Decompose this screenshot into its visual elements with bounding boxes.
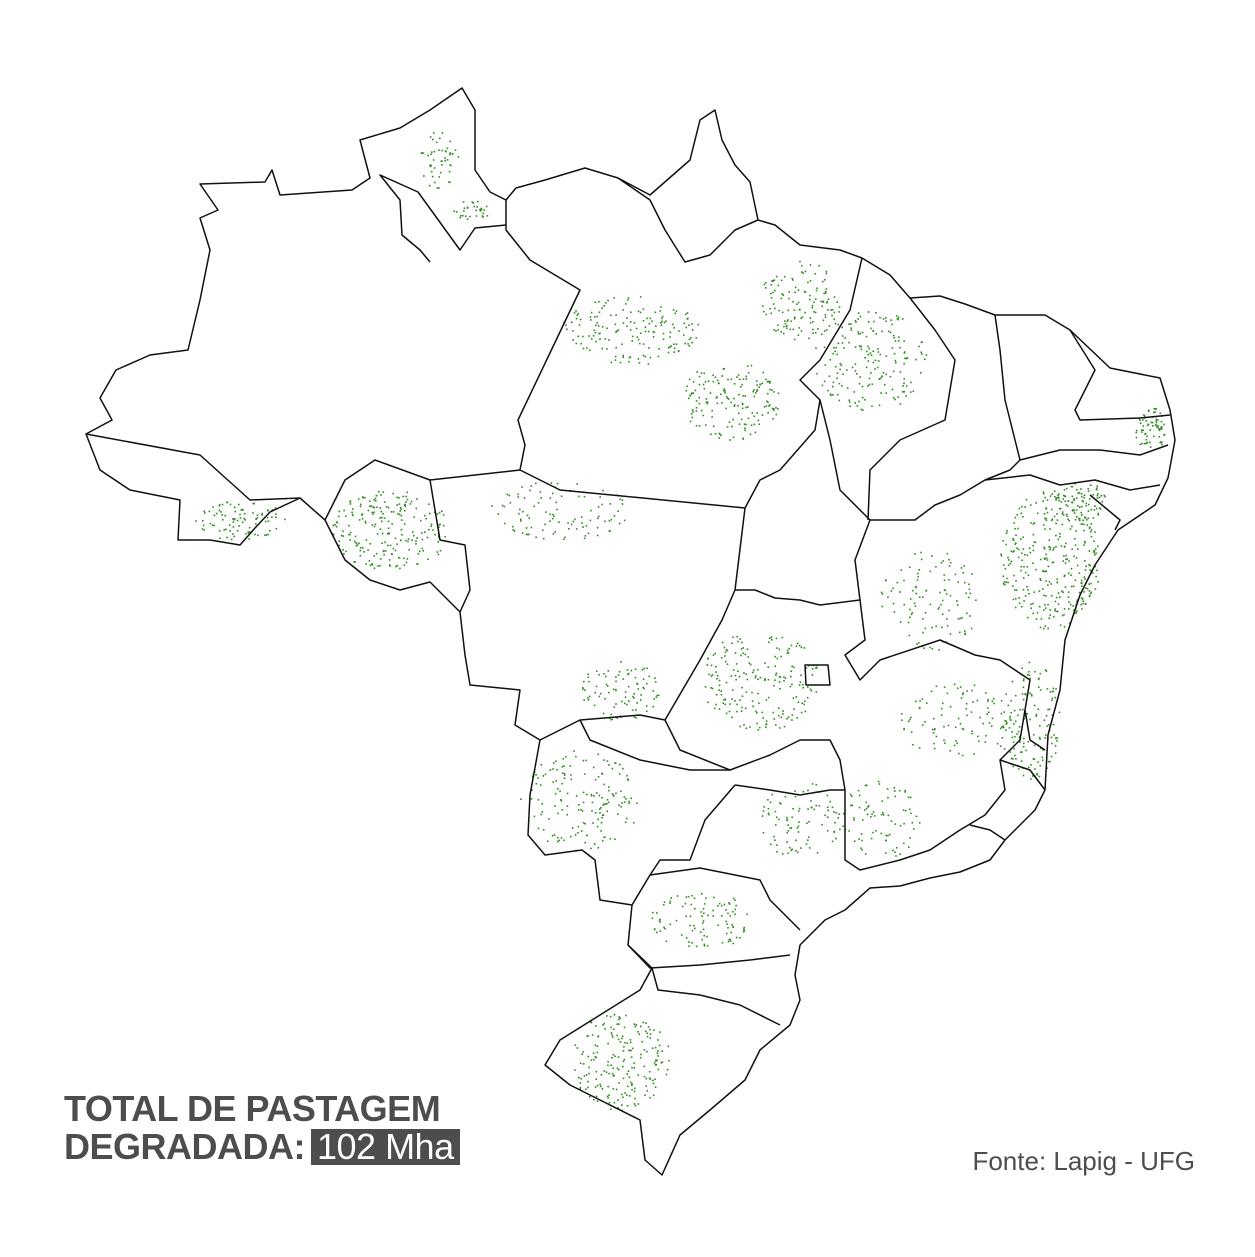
border-ro-am-mt — [324, 459, 471, 613]
border-ap — [617, 177, 759, 263]
border-pi-ce — [870, 314, 1021, 521]
title-line-2-prefix: DEGRADADA: — [64, 1126, 306, 1167]
border-sp-mg — [734, 784, 845, 796]
border-ce-rn-pb — [1069, 329, 1171, 421]
border-mt — [429, 469, 746, 741]
border-pr — [649, 867, 801, 931]
brazil-outline — [85, 87, 1176, 1176]
border-sc — [627, 944, 791, 969]
total-value-badge: 102 Mha — [311, 1129, 460, 1165]
border-rs — [651, 967, 781, 1026]
border-ma-pi — [867, 297, 956, 521]
border-pe-al-ba — [984, 474, 1161, 531]
border-am-pa — [505, 200, 746, 509]
border-df — [804, 664, 831, 686]
border-ac-am — [85, 433, 301, 501]
title-line-1: TOTAL DE PASTAGEM — [64, 1088, 441, 1129]
border-rr-am — [379, 174, 507, 263]
border-ms-sp — [579, 719, 736, 906]
border-pb-pe — [1019, 444, 1169, 461]
border-es-rj — [969, 759, 1046, 841]
map-title: TOTAL DE PASTAGEM DEGRADADA: 102 Mha — [64, 1090, 460, 1166]
degraded-pasture-layer — [195, 132, 1166, 1112]
source-credit: Fonte: Lapig - UFG — [972, 1146, 1195, 1176]
title-line-2: DEGRADADA: 102 Mha — [64, 1128, 460, 1166]
border-to-ma — [735, 399, 871, 606]
border-ba-go-mg — [844, 599, 1046, 751]
state-boundaries — [85, 87, 1176, 1176]
border-go-mg — [664, 709, 1026, 871]
